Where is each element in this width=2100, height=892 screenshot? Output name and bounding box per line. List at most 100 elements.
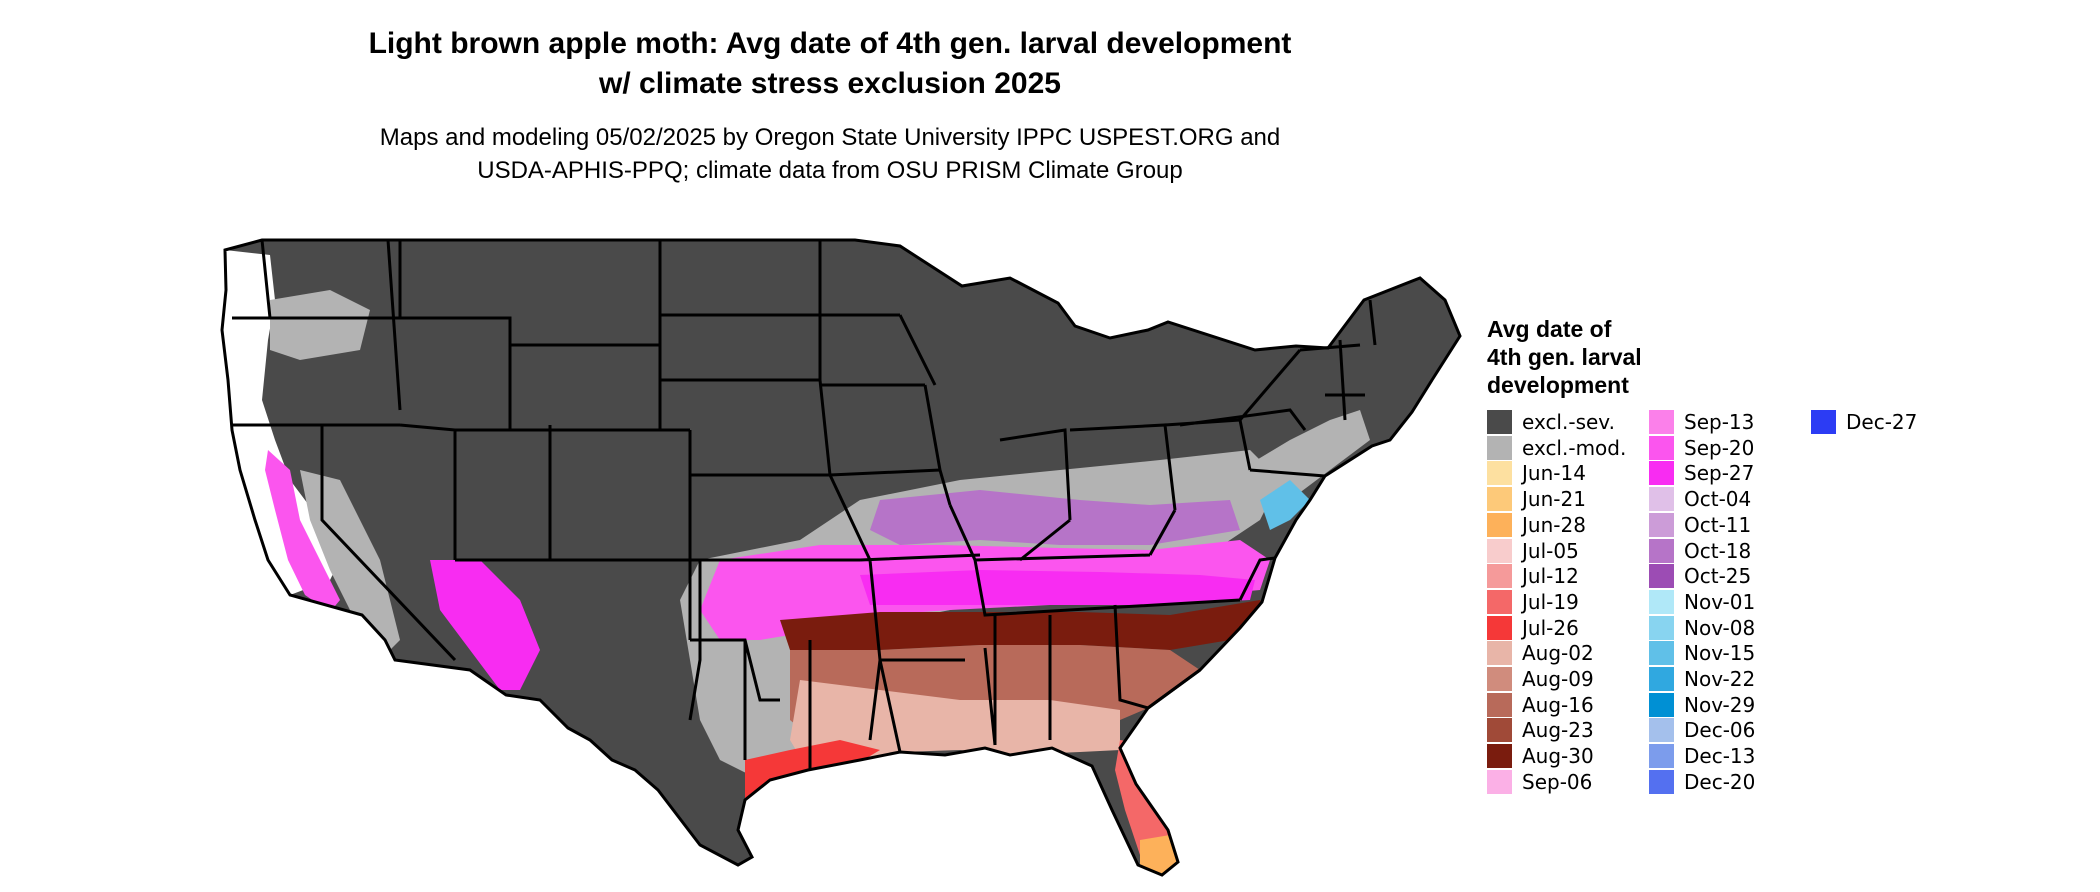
legend-swatch xyxy=(1487,615,1512,640)
legend-label: Jul-05 xyxy=(1522,538,1579,563)
region-desert-pink xyxy=(430,560,540,690)
legend-label: Dec-13 xyxy=(1684,744,1756,769)
legend-item: Nov-22 xyxy=(1649,667,1809,692)
legend-label: Nov-08 xyxy=(1684,615,1756,640)
legend-swatch xyxy=(1649,744,1674,769)
legend-label: Oct-04 xyxy=(1684,487,1752,512)
legend-swatch xyxy=(1649,512,1674,537)
map-subtitle-line-1: Maps and modeling 05/02/2025 by Oregon S… xyxy=(379,124,1281,151)
legend-label: Dec-20 xyxy=(1684,769,1756,794)
legend-swatch xyxy=(1487,769,1512,794)
legend-swatch xyxy=(1649,692,1674,717)
legend-item: Dec-06 xyxy=(1649,718,1809,743)
map-subtitle-line-2: USDA-APHIS-PPQ; climate data from OSU PR… xyxy=(477,157,1183,184)
legend-swatch xyxy=(1649,718,1674,743)
region-pacific-nw-light xyxy=(270,290,370,360)
region-sept-pink-band xyxy=(860,570,1255,605)
legend-swatch xyxy=(1487,461,1512,486)
region-sierra-light xyxy=(300,470,400,660)
legend-label: Oct-25 xyxy=(1684,564,1752,589)
legend-item: Dec-13 xyxy=(1649,744,1809,769)
legend-swatch xyxy=(1649,461,1674,486)
legend-item: excl.-mod. xyxy=(1487,435,1647,461)
legend-swatch xyxy=(1649,667,1674,691)
legend-label: Dec-06 xyxy=(1684,718,1756,743)
state-lines-east xyxy=(1147,299,1377,710)
legend-label: Nov-15 xyxy=(1684,641,1756,666)
legend-item: Jun-28 xyxy=(1487,512,1647,538)
legend-swatch xyxy=(1649,769,1674,794)
legend-label: Nov-22 xyxy=(1684,667,1756,691)
legend-label: Aug-30 xyxy=(1522,744,1594,769)
legend-swatch xyxy=(1487,667,1512,691)
legend-label: Nov-29 xyxy=(1684,692,1756,717)
map-title-line-2: w/ climate stress exclusion 2025 xyxy=(599,67,1061,100)
state-lines-south xyxy=(690,638,997,770)
legend-swatch xyxy=(1487,410,1512,434)
legend-label: Aug-23 xyxy=(1522,718,1594,743)
legend-swatch xyxy=(1487,538,1512,563)
legend-item: Oct-18 xyxy=(1649,538,1809,564)
legend-label: Jul-12 xyxy=(1522,564,1579,589)
legend-item: Nov-08 xyxy=(1649,615,1809,641)
region-atlantic-blue xyxy=(1260,480,1310,530)
legend-item: Dec-27 xyxy=(1811,410,1971,435)
legend-item: Jul-05 xyxy=(1487,538,1647,564)
legend-label: Aug-02 xyxy=(1522,641,1594,666)
map-fill xyxy=(222,240,1460,875)
legend-label: Jun-28 xyxy=(1522,512,1586,537)
legend-label: Sep-27 xyxy=(1684,461,1755,486)
legend-swatch xyxy=(1649,435,1674,460)
legend-title: Avg date of 4th gen. larval development xyxy=(1487,315,1707,399)
legend-item: Jun-14 xyxy=(1487,461,1647,486)
us-outline xyxy=(220,238,1462,877)
legend-label: Dec-27 xyxy=(1846,410,1918,434)
legend-item: Sep-27 xyxy=(1649,461,1809,486)
region-east-coast-light xyxy=(1240,410,1370,510)
legend-swatch xyxy=(1487,564,1512,589)
state-lines-west xyxy=(232,239,692,662)
state-lines-plains xyxy=(658,240,872,721)
legend-label: excl.-mod. xyxy=(1522,435,1627,460)
legend-label: Sep-06 xyxy=(1522,769,1593,794)
legend-item: Jun-21 xyxy=(1487,487,1647,512)
legend-title-line-2: 4th gen. larval xyxy=(1487,344,1642,370)
legend-swatch xyxy=(1811,410,1836,434)
legend-item: Dec-20 xyxy=(1649,769,1809,795)
legend-label: Sep-20 xyxy=(1684,435,1755,460)
legend-item: Aug-23 xyxy=(1487,718,1647,743)
legend-swatch xyxy=(1487,718,1512,743)
legend-item: Sep-20 xyxy=(1649,435,1809,461)
legend-label: excl.-sev. xyxy=(1522,410,1615,434)
legend-swatch xyxy=(1487,641,1512,666)
legend-swatch xyxy=(1487,487,1512,512)
legend-item: Jul-12 xyxy=(1487,564,1647,589)
legend-item: Aug-02 xyxy=(1487,641,1647,666)
legend-item: Sep-06 xyxy=(1487,769,1647,795)
state-boundaries xyxy=(220,238,1462,877)
legend-label: Nov-01 xyxy=(1684,589,1756,614)
legend-swatch xyxy=(1649,615,1674,640)
legend-swatch xyxy=(1487,692,1512,717)
map-subtitle: Maps and modeling 05/02/2025 by Oregon S… xyxy=(180,121,1480,187)
legend-item: Jul-19 xyxy=(1487,589,1647,615)
legend-item: Oct-25 xyxy=(1649,564,1809,589)
legend-item: Aug-09 xyxy=(1487,667,1647,692)
legend-item: Oct-04 xyxy=(1649,487,1809,512)
legend-label: Oct-11 xyxy=(1684,512,1752,537)
legend-swatch xyxy=(1487,744,1512,769)
legend-swatch xyxy=(1649,410,1674,434)
legend-swatch xyxy=(1649,641,1674,666)
legend-swatch xyxy=(1649,538,1674,563)
legend-swatch xyxy=(1649,487,1674,512)
legend-swatch xyxy=(1487,512,1512,537)
legend-item: Aug-16 xyxy=(1487,692,1647,718)
legend-label: Jul-26 xyxy=(1522,615,1579,640)
legend-label: Jun-14 xyxy=(1522,461,1586,486)
region-california-pink xyxy=(265,450,340,612)
legend-item: excl.-sev. xyxy=(1487,410,1647,435)
legend-item: Aug-30 xyxy=(1487,744,1647,769)
region-aug30-dark xyxy=(780,600,1270,650)
legend-label: Jun-21 xyxy=(1522,487,1586,512)
legend-title-line-1: Avg date of xyxy=(1487,316,1612,342)
